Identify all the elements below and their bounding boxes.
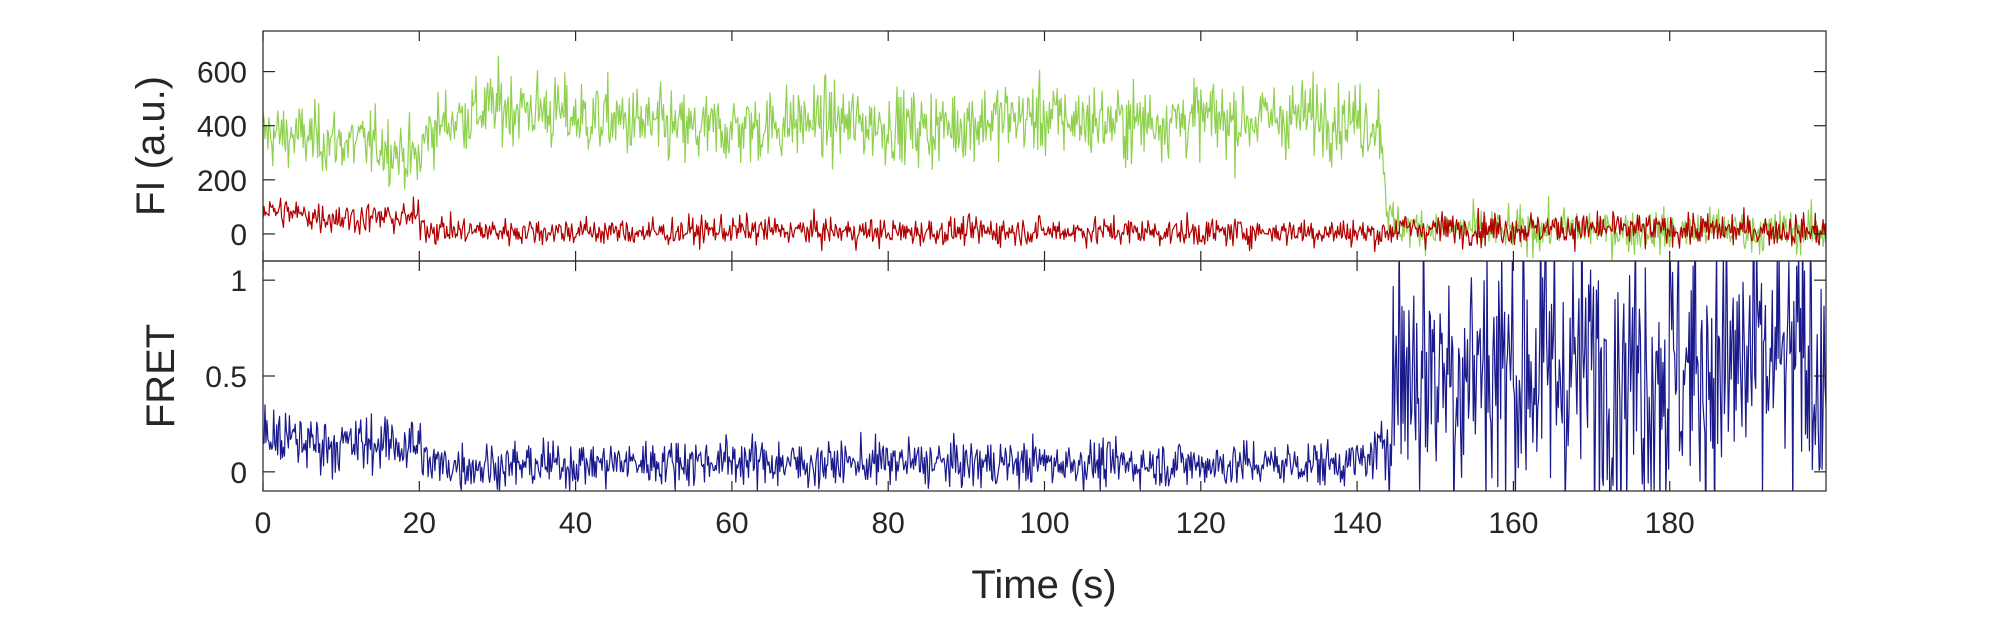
y-tick-label: 200: [197, 165, 247, 198]
intensity-traces: [263, 55, 1826, 261]
donor-trace: [263, 196, 1826, 253]
fret-panel: 00.51 0 20 40 60 80 100 120 140 160 180 FRET Time…: [139, 260, 1827, 607]
x-tick-label: 40: [559, 507, 592, 540]
x-tick-label: 80: [872, 507, 905, 540]
time-x-ticks: 0 20 40 60 80 100 120 140 160 180: [255, 261, 1695, 540]
acceptor-trace: [263, 55, 1826, 261]
x-tick-label: 100: [1019, 507, 1069, 540]
x-tick-label: 120: [1176, 507, 1226, 540]
fret-traces: [263, 261, 1826, 491]
fret-trace: [263, 261, 1826, 491]
y-tick-label: 1: [230, 265, 247, 298]
y-tick-label: 0: [230, 219, 247, 252]
y-tick-label: 0: [230, 457, 247, 490]
y-tick-label: 400: [197, 111, 247, 144]
x-tick-label: 0: [255, 507, 272, 540]
fret-y-axis-label: FRET: [139, 324, 183, 428]
intensity-y-axis-label: FI (a.u.): [129, 76, 173, 216]
fret-y-ticks: 00.51: [205, 265, 1826, 490]
x-tick-label: 60: [715, 507, 748, 540]
x-tick-label: 20: [403, 507, 436, 540]
intensity-panel: 0 200 400 600 FI (a.u.): [129, 30, 1827, 262]
intensity-y-ticks: 0 200 400 600: [197, 31, 1826, 261]
time-x-axis-label: Time (s): [971, 563, 1116, 607]
x-tick-label: 160: [1488, 507, 1538, 540]
y-tick-label: 600: [197, 57, 247, 90]
x-tick-label: 140: [1332, 507, 1382, 540]
y-tick-label: 0.5: [205, 361, 247, 394]
x-tick-label: 180: [1645, 507, 1695, 540]
